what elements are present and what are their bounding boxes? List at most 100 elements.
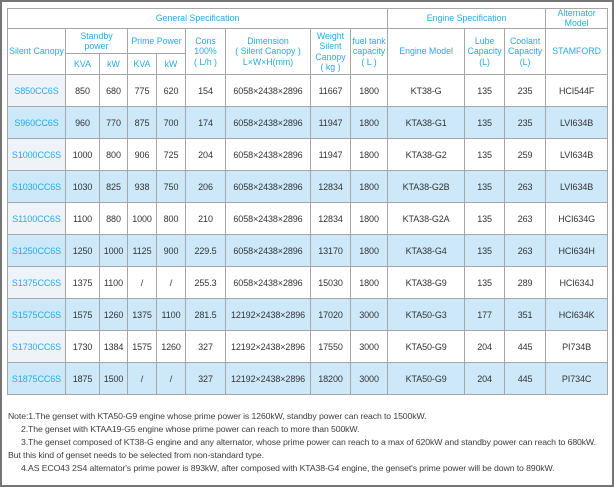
table-row: S1375CC6S 1375 1100//255.3 6058×2438×2896 15… <box>7 266 609 299</box>
value-cell: 135 <box>464 202 506 235</box>
value-cell: 12192×2438×2896 <box>225 362 311 395</box>
value-cell: 12834 <box>310 202 351 235</box>
value-cell: 135 <box>464 74 506 107</box>
value-cell: 204 <box>464 330 506 363</box>
table-row: S1575CC6S 1575 1260 1375 1100 281.5 12192×2438… <box>7 298 609 331</box>
col-header-stamford: STAMFORD <box>545 28 609 75</box>
value-cell: KTA38-G2A <box>387 202 466 235</box>
value-cell: 850 <box>65 74 100 107</box>
value-cell: 875 <box>127 106 157 139</box>
value-cell: 825 <box>99 170 128 203</box>
value-cell: 6058×2438×2896 <box>225 106 311 139</box>
value-cell: 177 <box>464 298 506 331</box>
unit-prime-kva: KVA <box>127 53 157 75</box>
value-cell: 1000 <box>65 138 100 171</box>
table-body: S850CC6S 850 680 775 620 154 6058×2438×2896 116… <box>7 74 609 395</box>
model-cell: S1000CC6S <box>7 138 66 171</box>
notes: Note:1.The genset with KTA50-G9 engine w… <box>6 410 608 475</box>
value-cell: 12192×2438×2896 <box>225 330 311 363</box>
value-cell: 263 <box>504 202 547 235</box>
value-cell: 210 <box>185 202 226 235</box>
table-row: S1030CC6S 1030 825 938 750 206 6058×2438×2896 1… <box>7 170 609 203</box>
value-cell: 235 <box>504 106 547 139</box>
value-cell: KTA38-G1 <box>387 106 466 139</box>
value-cell: 700 <box>156 106 186 139</box>
model-cell: S1100CC6S <box>7 202 66 235</box>
table-row: S850CC6S 850 680 775 620 154 6058×2438×2896 116… <box>7 74 609 107</box>
value-cell: / <box>156 362 186 395</box>
value-cell: 6058×2438×2896 <box>225 234 311 267</box>
value-cell: 750 <box>156 170 186 203</box>
value-cell: PI734B <box>545 330 609 363</box>
value-cell: 206 <box>185 170 226 203</box>
model-cell: S1250CC6S <box>7 234 66 267</box>
value-cell: 1800 <box>349 266 389 299</box>
value-cell: 1375 <box>65 266 100 299</box>
section-engine-specification: Engine Specification <box>387 8 547 29</box>
value-cell: 281.5 <box>185 298 226 331</box>
value-cell: 1000 <box>99 234 128 267</box>
value-cell: 174 <box>185 106 226 139</box>
col-header-dimension: Dimension ( Silent Canopy ) L×W×H(mm) <box>225 28 311 75</box>
section-alternator-model: Alternator Model <box>545 8 609 29</box>
col-header-weight: Weight Silent Canopy ( kg ) <box>310 28 351 75</box>
value-cell: 6058×2438×2896 <box>225 170 311 203</box>
value-cell: 229.5 <box>185 234 226 267</box>
model-cell: S1730CC6S <box>7 330 66 363</box>
section-header-row: General Specification Engine Specificati… <box>6 8 609 29</box>
value-cell: PI734C <box>545 362 609 395</box>
value-cell: 770 <box>99 106 128 139</box>
value-cell: 906 <box>127 138 157 171</box>
value-cell: 1000 <box>127 202 157 235</box>
table-row: S1875CC6S 1875 1500//327 12192×2438×2896 182… <box>7 362 609 395</box>
model-cell: S1030CC6S <box>7 170 66 203</box>
unit-standby-kva: KVA <box>65 53 100 75</box>
table-row: S1730CC6S 1730 1384 1575 1260 327 12192×2438×2… <box>7 330 609 363</box>
value-cell: 1030 <box>65 170 100 203</box>
value-cell: 204 <box>464 362 506 395</box>
col-header-cons: Cons 100% ( L/h ) <box>185 28 226 75</box>
model-cell: S850CC6S <box>7 74 66 107</box>
value-cell: 1800 <box>349 106 389 139</box>
note-line: 2.The genset with KTAA19-G5 engine whose… <box>21 424 360 434</box>
value-cell: 1100 <box>156 298 186 331</box>
table-row: S1100CC6S 1100 880 1000 800 210 6058×2438×2896… <box>7 202 609 235</box>
value-cell: 13170 <box>310 234 351 267</box>
value-cell: 263 <box>504 234 547 267</box>
value-cell: 680 <box>99 74 128 107</box>
value-cell: 1384 <box>99 330 128 363</box>
value-cell: 18200 <box>310 362 351 395</box>
value-cell: 960 <box>65 106 100 139</box>
value-cell: 900 <box>156 234 186 267</box>
value-cell: KTA50-G9 <box>387 362 466 395</box>
value-cell: 11947 <box>310 138 351 171</box>
value-cell: 1500 <box>99 362 128 395</box>
value-cell: 11667 <box>310 74 351 107</box>
value-cell: KT38-G <box>387 74 466 107</box>
page: General Specification Engine Specificati… <box>6 8 610 475</box>
value-cell: 1800 <box>349 202 389 235</box>
value-cell: 1125 <box>127 234 157 267</box>
value-cell: 880 <box>99 202 128 235</box>
value-cell: 135 <box>464 266 506 299</box>
value-cell: HCI544F <box>545 74 609 107</box>
value-cell: 135 <box>464 138 506 171</box>
value-cell: 327 <box>185 330 226 363</box>
value-cell: 17020 <box>310 298 351 331</box>
value-cell: 135 <box>464 106 506 139</box>
table-row: S960CC6S 960 770 875 700 174 6058×2438×2896 119… <box>7 106 609 139</box>
value-cell: 1260 <box>99 298 128 331</box>
value-cell: KTA38-G9 <box>387 266 466 299</box>
value-cell: 620 <box>156 74 186 107</box>
value-cell: LVI634B <box>545 138 609 171</box>
value-cell: 6058×2438×2896 <box>225 74 311 107</box>
value-cell: 1875 <box>65 362 100 395</box>
note-line: 3.The genset composed of KT38-G engine a… <box>21 437 596 447</box>
unit-prime-kw: kW <box>156 53 186 75</box>
value-cell: 1730 <box>65 330 100 363</box>
unit-standby-kw: kW <box>99 53 128 75</box>
table-row: S1250CC6S 1250 1000 1125 900 229.5 6058×2438×2… <box>7 234 609 267</box>
value-cell: LVI634B <box>545 170 609 203</box>
col-header-standby-power: Standby power <box>65 28 128 54</box>
value-cell: 1575 <box>65 298 100 331</box>
